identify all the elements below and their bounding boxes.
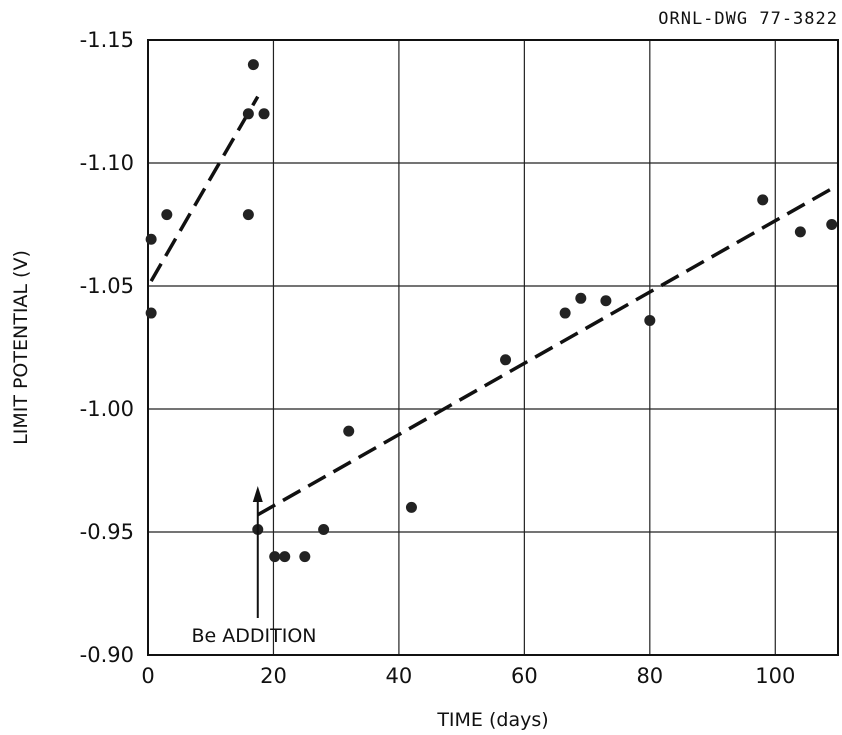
data-point [279,551,291,563]
data-points [145,59,838,563]
x-tick-label: 100 [755,664,795,688]
y-tick-label: -1.00 [80,397,134,421]
drawing-id-label: ORNL-DWG 77-3822 [658,9,838,29]
x-axis-title: TIME (days) [436,709,548,731]
plot-frame [147,39,839,656]
data-point [600,295,612,307]
fit-line [256,183,839,517]
data-point [145,307,157,319]
y-tick-label: -0.90 [80,643,134,667]
fit-line [149,95,260,282]
data-point [242,108,254,120]
annotation: Be ADDITION [191,486,317,647]
data-point [299,551,311,563]
x-tick-label: 80 [636,664,663,688]
data-point [794,226,806,238]
data-point [757,194,769,206]
x-tick-label: 0 [141,664,154,688]
data-point [343,425,355,437]
data-point [500,354,512,366]
fit-lines [149,95,839,517]
x-tick-label: 40 [386,664,413,688]
data-point [161,209,173,221]
be-addition-label: Be ADDITION [191,625,316,647]
data-point [405,501,417,513]
data-point [258,108,270,120]
be-addition-arrowhead [252,486,263,502]
x-tick-label: 60 [511,664,538,688]
y-tick-label: -1.10 [80,151,134,175]
data-point [575,292,587,304]
y-tick-label: -0.95 [80,520,134,544]
data-point [826,219,838,230]
data-point [559,307,571,319]
data-point [269,551,281,563]
y-tick-label: -1.15 [80,28,134,52]
grid-lines [148,40,838,655]
data-point [247,59,259,71]
data-point [242,209,254,221]
tick-labels: 0 20 40 60 80 100 -0.90 -0.95 -1.00 -1.05 -1.10 -1.… [80,28,796,688]
data-point [644,314,656,326]
data-point [318,524,330,536]
y-axis-title: LIMIT POTENTIAL (V) [10,250,32,445]
x-tick-label: 20 [260,664,287,688]
y-tick-label: -1.05 [80,274,134,298]
data-point [145,233,157,245]
